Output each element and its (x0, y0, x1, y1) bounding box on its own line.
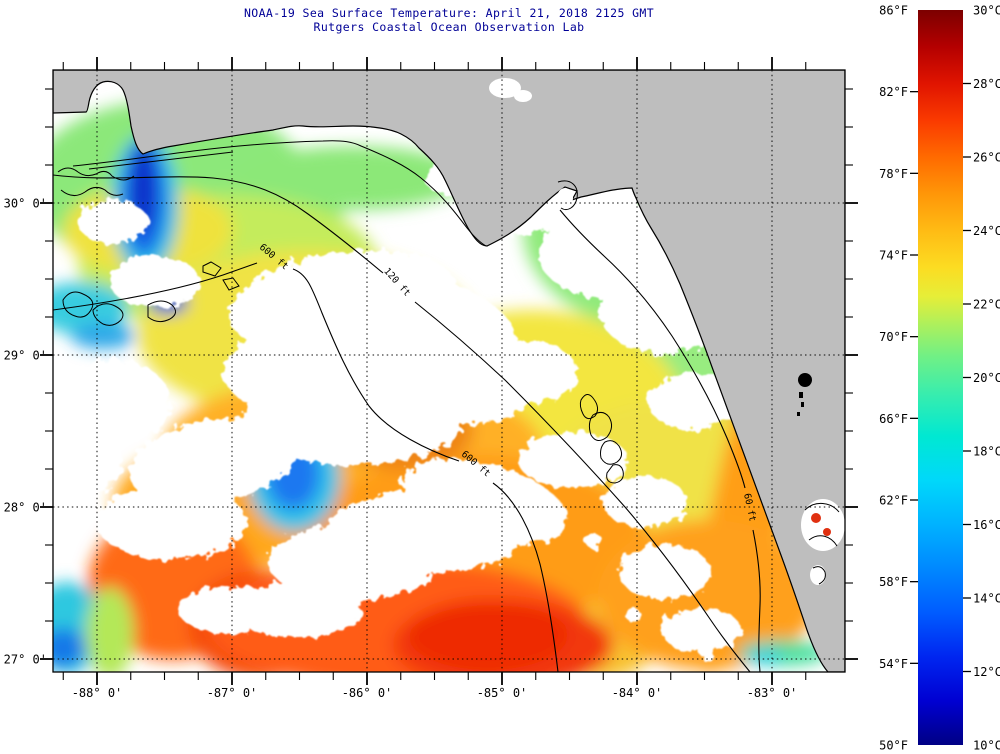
map-canvas: 600 ft 120 ft 600 ft 60 ft (53, 70, 845, 672)
colorbar-c-label: 12°C (973, 665, 1000, 679)
colorbar-c-label: 16°C (973, 518, 1000, 532)
map-frame (52, 69, 846, 673)
lon-tick-label: -88° 0' (72, 686, 123, 700)
colorbar-c-label: 20°C (973, 371, 1000, 385)
lat-tick-label: 28° 0' (4, 501, 47, 515)
colorbar-c-label: 28°C (973, 77, 1000, 91)
figure-subtitle: Rutgers Coastal Ocean Observation Lab (314, 20, 585, 34)
coastline (53, 70, 845, 672)
colorbar-marks: 86°F 82°F 78°F 74°F 70°F 66°F 62°F 58°F 54°F 50°F… (879, 4, 1000, 753)
marsh-islands (57, 167, 240, 326)
lat-tick-label: 27° 0' (4, 653, 47, 667)
colorbar-c-label: 10°C (973, 739, 1000, 753)
middle-grounds (579, 394, 624, 484)
colorbar-f-label: 86°F (879, 4, 908, 18)
bathymetry-contours (53, 174, 761, 672)
figure-title: NOAA-19 Sea Surface Temperature: April 2… (244, 6, 654, 20)
cedar-key-blob (797, 373, 812, 416)
axes: -88° 0' -87° 0' -86° 0' -85° 0' -84° 0' -83° … (4, 57, 858, 700)
colorbar-c-label: 14°C (973, 592, 1000, 606)
graticule (53, 70, 845, 672)
colorbar-f-label: 50°F (879, 739, 908, 753)
lon-tick-label: -86° 0' (342, 686, 393, 700)
colorbar-c-label: 26°C (973, 151, 1000, 165)
colorbar-f-label: 82°F (879, 85, 908, 99)
colorbar-c-label: 24°C (973, 224, 1000, 238)
lat-tick-label: 30° 0' (4, 197, 47, 211)
colorbar-c-label: 30°C (973, 4, 1000, 18)
lon-tick-label: -85° 0' (477, 686, 528, 700)
land-overlays (489, 78, 845, 585)
colorbar-f-label: 66°F (879, 412, 908, 426)
colorbar-f-label: 54°F (879, 657, 908, 671)
lat-tick-label: 29° 0' (4, 349, 47, 363)
colorbar-c-label: 18°C (973, 445, 1000, 459)
barrier-islands-inner (88, 151, 234, 170)
colorbar-f-label: 74°F (879, 249, 908, 263)
colorbar: 86°F 82°F 78°F 74°F 70°F 66°F 62°F 58°F 54°F 50°F… (879, 4, 1000, 753)
lon-tick-label: -87° 0' (207, 686, 258, 700)
barrier-islands (72, 140, 487, 247)
colorbar-gradient-bar (918, 10, 963, 745)
cloud-mask (53, 142, 839, 662)
lon-tick-label: -83° 0' (747, 686, 798, 700)
colorbar-f-label: 78°F (879, 167, 908, 181)
colorbar-f-label: 62°F (879, 494, 908, 508)
colorbar-c-label: 22°C (973, 298, 1000, 312)
colorbar-f-label: 70°F (879, 330, 908, 344)
land (53, 70, 845, 672)
colorbar-f-label: 58°F (879, 575, 908, 589)
lon-tick-label: -84° 0' (612, 686, 663, 700)
